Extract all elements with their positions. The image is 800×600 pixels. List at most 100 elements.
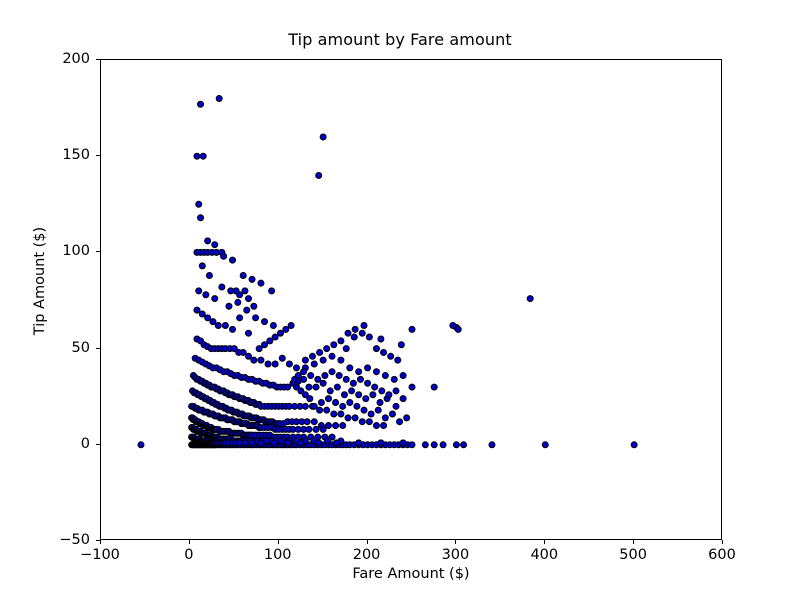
scatter-point — [332, 422, 340, 430]
y-tick-mark — [96, 155, 100, 157]
scatter-point — [197, 214, 205, 222]
scatter-point — [430, 383, 438, 391]
scatter-point — [364, 379, 372, 387]
scatter-point — [234, 298, 242, 306]
scatter-point — [316, 406, 324, 414]
x-tick-mark — [455, 540, 457, 544]
scatter-point — [381, 372, 389, 380]
scatter-point — [312, 425, 320, 433]
x-tick-label: 600 — [708, 547, 736, 563]
scatter-point — [264, 360, 272, 368]
scatter-point — [204, 237, 212, 245]
scatter-point — [270, 439, 278, 447]
scatter-point — [315, 439, 323, 447]
scatter-point — [294, 372, 302, 380]
scatter-point — [319, 356, 327, 364]
x-tick-label: 100 — [263, 547, 292, 563]
scatter-point — [269, 322, 277, 330]
scatter-point — [198, 262, 206, 270]
scatter-point — [292, 364, 300, 372]
scatter-point — [346, 398, 354, 406]
scatter-point — [356, 375, 364, 383]
scatter-point — [332, 398, 340, 406]
scatter-point — [344, 414, 352, 422]
scatter-point — [358, 329, 366, 337]
scatter-point — [421, 441, 429, 449]
scatter-point — [369, 391, 377, 399]
scatter-point — [394, 356, 402, 364]
scatter-series — [137, 94, 638, 449]
scatter-point — [385, 391, 393, 399]
scatter-point — [195, 287, 203, 295]
scatter-point — [245, 329, 252, 337]
scatter-point — [319, 425, 327, 433]
scatter-point — [408, 383, 416, 391]
scatter-point — [408, 441, 416, 449]
x-tick-label: 200 — [352, 547, 381, 563]
scatter-point — [284, 439, 292, 447]
y-tick-mark — [96, 347, 100, 349]
scatter-point — [137, 441, 145, 449]
scatter-point — [372, 345, 380, 353]
scatter-point — [319, 133, 327, 141]
scatter-point — [380, 422, 388, 430]
scatter-point — [403, 414, 411, 422]
scatter-point — [297, 439, 305, 447]
scatter-point — [397, 341, 405, 349]
scatter-point — [360, 406, 368, 414]
scatter-point — [229, 256, 237, 264]
scatter-point — [380, 348, 388, 356]
scatter-point — [227, 287, 235, 295]
scatter-point — [268, 287, 276, 295]
scatter-point — [241, 439, 249, 447]
scatter-point — [351, 414, 359, 422]
scatter-point — [337, 410, 345, 418]
scatter-point — [348, 387, 356, 395]
scatter-point — [335, 372, 343, 380]
scatter-point — [300, 375, 308, 383]
scatter-point — [310, 418, 318, 426]
scatter-point — [271, 333, 279, 341]
scatter-point — [305, 383, 313, 391]
scatter-point — [248, 439, 256, 447]
scatter-point — [236, 291, 244, 299]
scatter-point — [316, 348, 324, 356]
scatter-point — [365, 418, 373, 426]
x-tick-mark — [366, 540, 368, 544]
scatter-point — [324, 395, 332, 403]
scatter-point — [285, 360, 293, 368]
scatter-point — [245, 295, 252, 303]
scatter-point — [209, 318, 217, 326]
scatter-point — [261, 341, 268, 349]
x-tick-label: 0 — [184, 547, 194, 563]
scatter-point — [328, 368, 336, 376]
scatter-point — [333, 383, 341, 391]
scatter-point — [305, 425, 313, 433]
scatter-point — [349, 379, 357, 387]
scatter-point — [388, 410, 396, 418]
scatter-point — [292, 383, 300, 391]
scatter-point — [526, 295, 534, 303]
scatter-point — [452, 441, 460, 449]
scatter-point — [301, 356, 309, 364]
scatter-point — [239, 271, 247, 279]
scatter-point — [378, 387, 386, 395]
scatter-point — [225, 302, 233, 310]
scatter-point — [236, 314, 244, 322]
scatter-point — [364, 364, 372, 372]
x-axis-label: Fare Amount ($) — [352, 566, 470, 582]
plot-axes-frame — [100, 59, 722, 540]
scatter-point — [229, 325, 237, 333]
x-tick-mark — [100, 540, 101, 544]
scatter-point — [310, 402, 318, 410]
x-tick-mark — [544, 540, 546, 544]
scatter-point — [324, 437, 332, 445]
y-tick-label: −50 — [59, 532, 90, 548]
scatter-point — [215, 94, 223, 102]
scatter-point — [390, 375, 398, 383]
scatter-point — [337, 356, 345, 364]
y-tick-mark — [96, 443, 100, 445]
scatter-point — [312, 383, 320, 391]
scatter-point — [326, 387, 334, 395]
